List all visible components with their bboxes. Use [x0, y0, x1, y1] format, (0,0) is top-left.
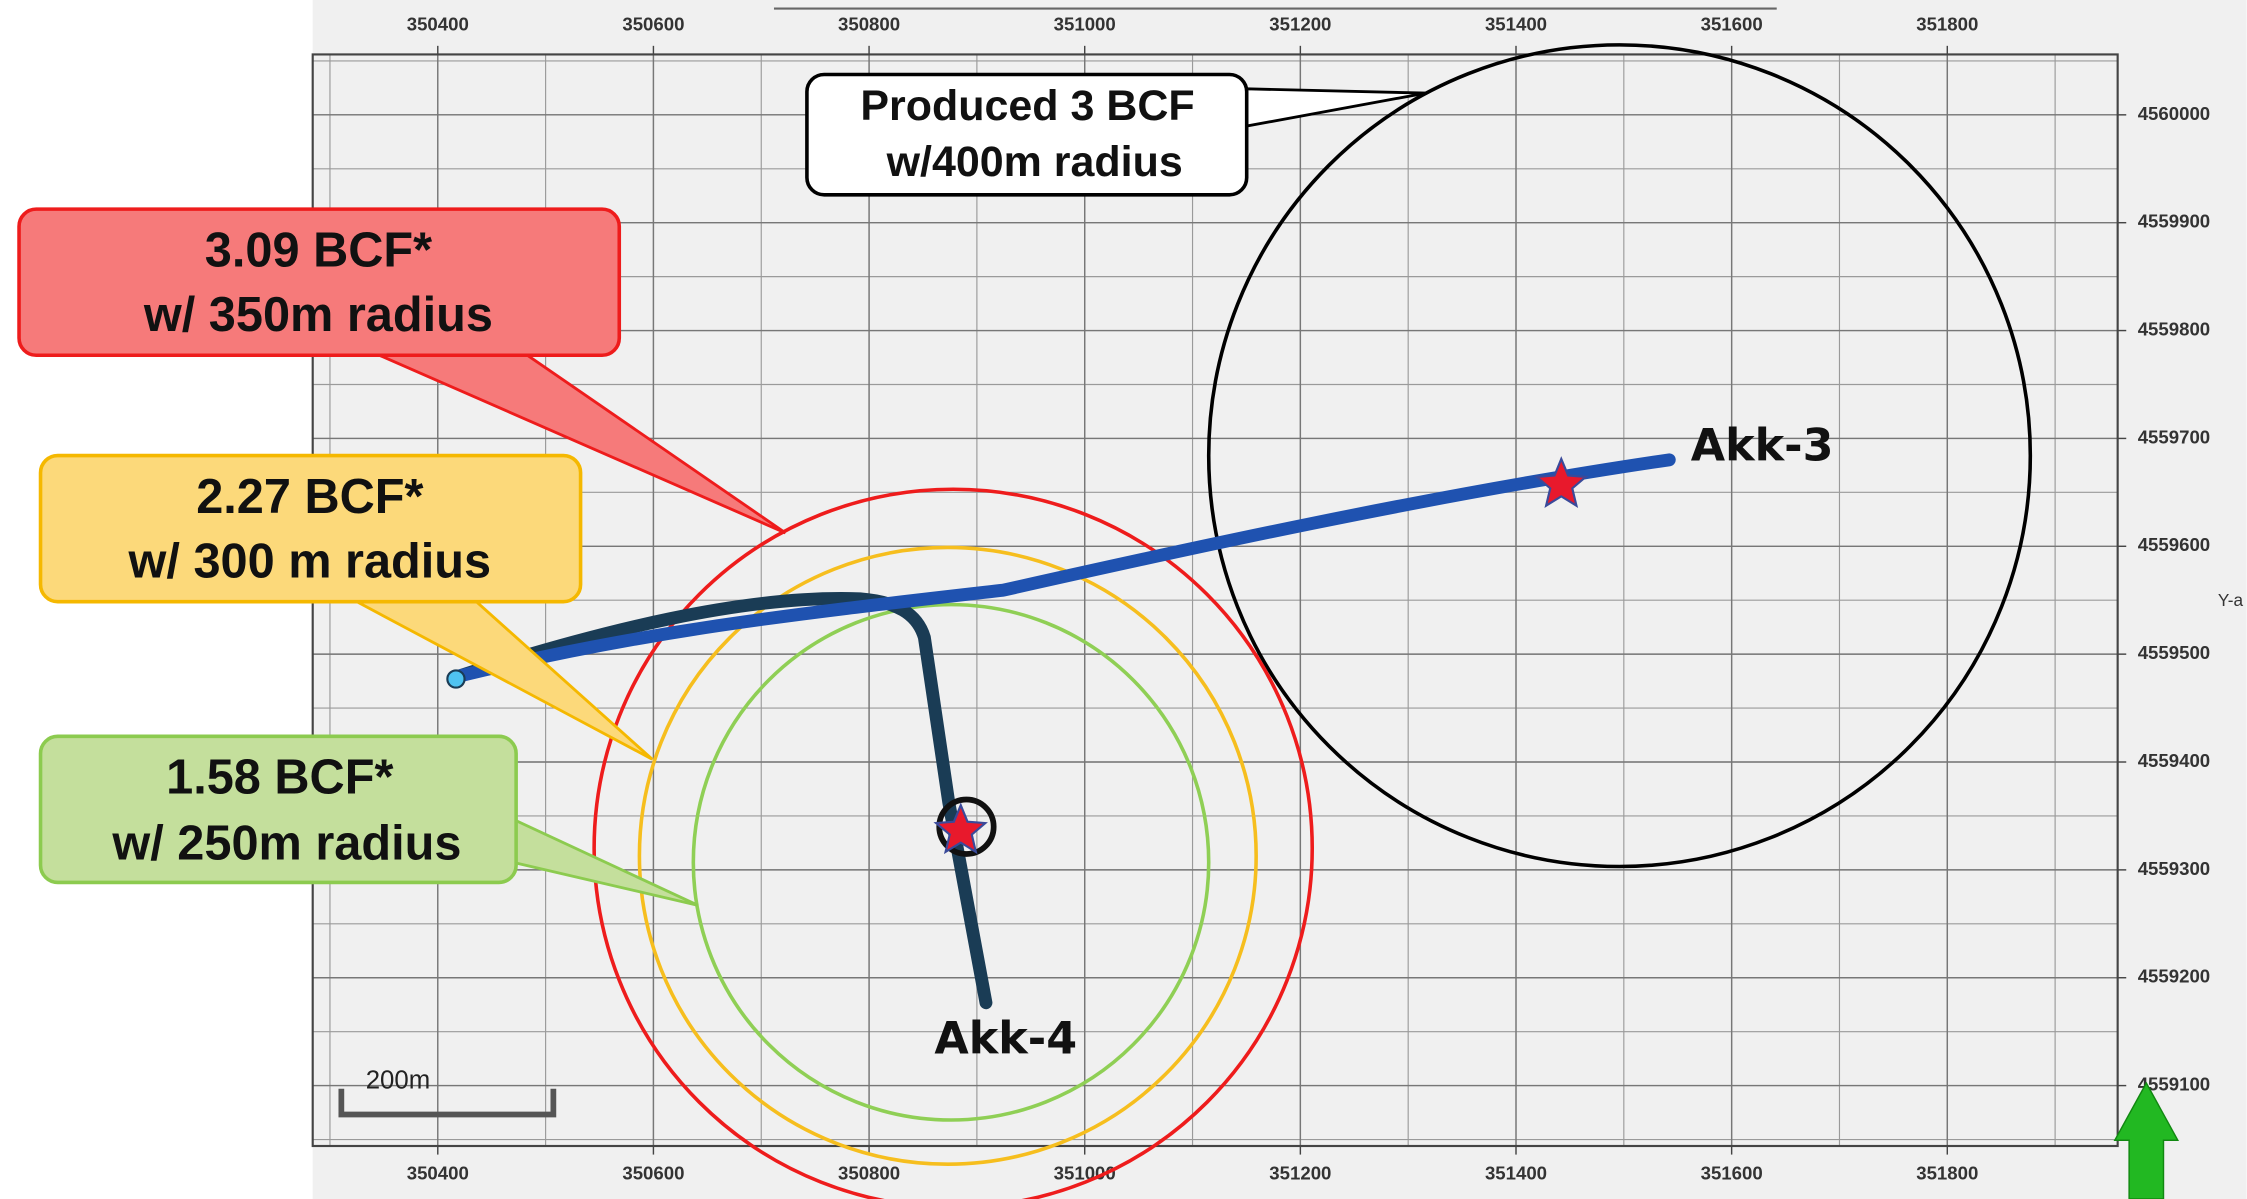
- scale-bar-label: 200m: [366, 1067, 430, 1095]
- well-label: Akk-3: [1691, 420, 1834, 471]
- callout-text: 2.27 BCF*: [196, 470, 423, 524]
- y-tick-label: 4559200: [2138, 966, 2210, 987]
- viewport: [312, 0, 2247, 1199]
- wells: Akk-3 Akk-4: [933, 420, 1834, 1064]
- x-tick-label: 351600: [1701, 1163, 1763, 1184]
- callout-text: 3.09 BCF*: [205, 223, 432, 277]
- y-tick-label: 4559500: [2138, 642, 2210, 663]
- x-tick-label: 351000: [1054, 14, 1116, 35]
- x-tick-label: 351400: [1485, 1163, 1547, 1184]
- x-tick-label: 351600: [1701, 14, 1763, 35]
- callout-text: w/ 300 m radius: [128, 534, 492, 588]
- drainage-circle: [691, 602, 1211, 1122]
- surface-location: [446, 669, 466, 689]
- well-star: [933, 802, 988, 855]
- callout-box: [38, 734, 518, 885]
- callout-orange: 2.27 BCF* w/ 300 m radius: [38, 453, 654, 761]
- north-arrow: [2113, 1081, 2180, 1199]
- y-axis-label: Y-a: [2218, 590, 2244, 610]
- callout-text: w/400m radius: [886, 138, 1183, 186]
- x-tick-label: 351800: [1916, 1163, 1978, 1184]
- callout-box: [17, 207, 622, 358]
- callout-black: Produced 3 BCF w/400m radius: [805, 72, 1427, 197]
- x-tick-label: 351200: [1269, 14, 1331, 35]
- circles: [592, 43, 2033, 1199]
- x-tick-label: 350400: [407, 14, 469, 35]
- well-star: [1534, 456, 1589, 508]
- y-tick-label: 4559700: [2138, 426, 2210, 447]
- x-tick-label: 350600: [622, 1163, 684, 1184]
- akk-4-trajectory: [452, 591, 993, 1010]
- x-tick-label: 351800: [1916, 14, 1978, 35]
- y-tick-label: 4559900: [2138, 211, 2210, 232]
- x-tick-label: 351200: [1269, 1163, 1331, 1184]
- akk-3-trajectory: [452, 453, 1676, 683]
- callout-text: w/ 250m radius: [111, 816, 461, 870]
- drainage-circle: [1206, 43, 2033, 869]
- callout-text: Produced 3 BCF: [860, 82, 1194, 130]
- callout-red: 3.09 BCF* w/ 350m radius: [17, 207, 787, 535]
- y-tick-label: 4559400: [2138, 750, 2210, 771]
- y-tick-label: 4559300: [2138, 858, 2210, 879]
- y-tick-label: 4559600: [2138, 534, 2210, 555]
- y-tick-label: 4559100: [2138, 1074, 2210, 1095]
- well-label: Akk-4: [934, 1013, 1077, 1064]
- x-tick-label: 351400: [1485, 14, 1547, 35]
- drainage-circle: [637, 545, 1258, 1167]
- x-tick-label: 351000: [1054, 1163, 1116, 1184]
- scale-bar: [338, 1088, 557, 1118]
- callout-green: 1.58 BCF* w/ 250m radius: [38, 734, 699, 907]
- x-tick-label: 350800: [838, 1163, 900, 1184]
- y-tick-label: 4559800: [2138, 318, 2210, 339]
- callout-text: w/ 350m radius: [143, 288, 493, 342]
- callout-text: 1.58 BCF*: [166, 751, 393, 805]
- callout-box: [38, 453, 583, 604]
- x-tick-label: 350400: [407, 1163, 469, 1184]
- y-tick-label: 4560000: [2138, 103, 2210, 124]
- drainage-circle: [592, 487, 1314, 1199]
- x-tick-label: 350600: [622, 14, 684, 35]
- callout-box: [805, 72, 1249, 197]
- x-tick-label: 350800: [838, 14, 900, 35]
